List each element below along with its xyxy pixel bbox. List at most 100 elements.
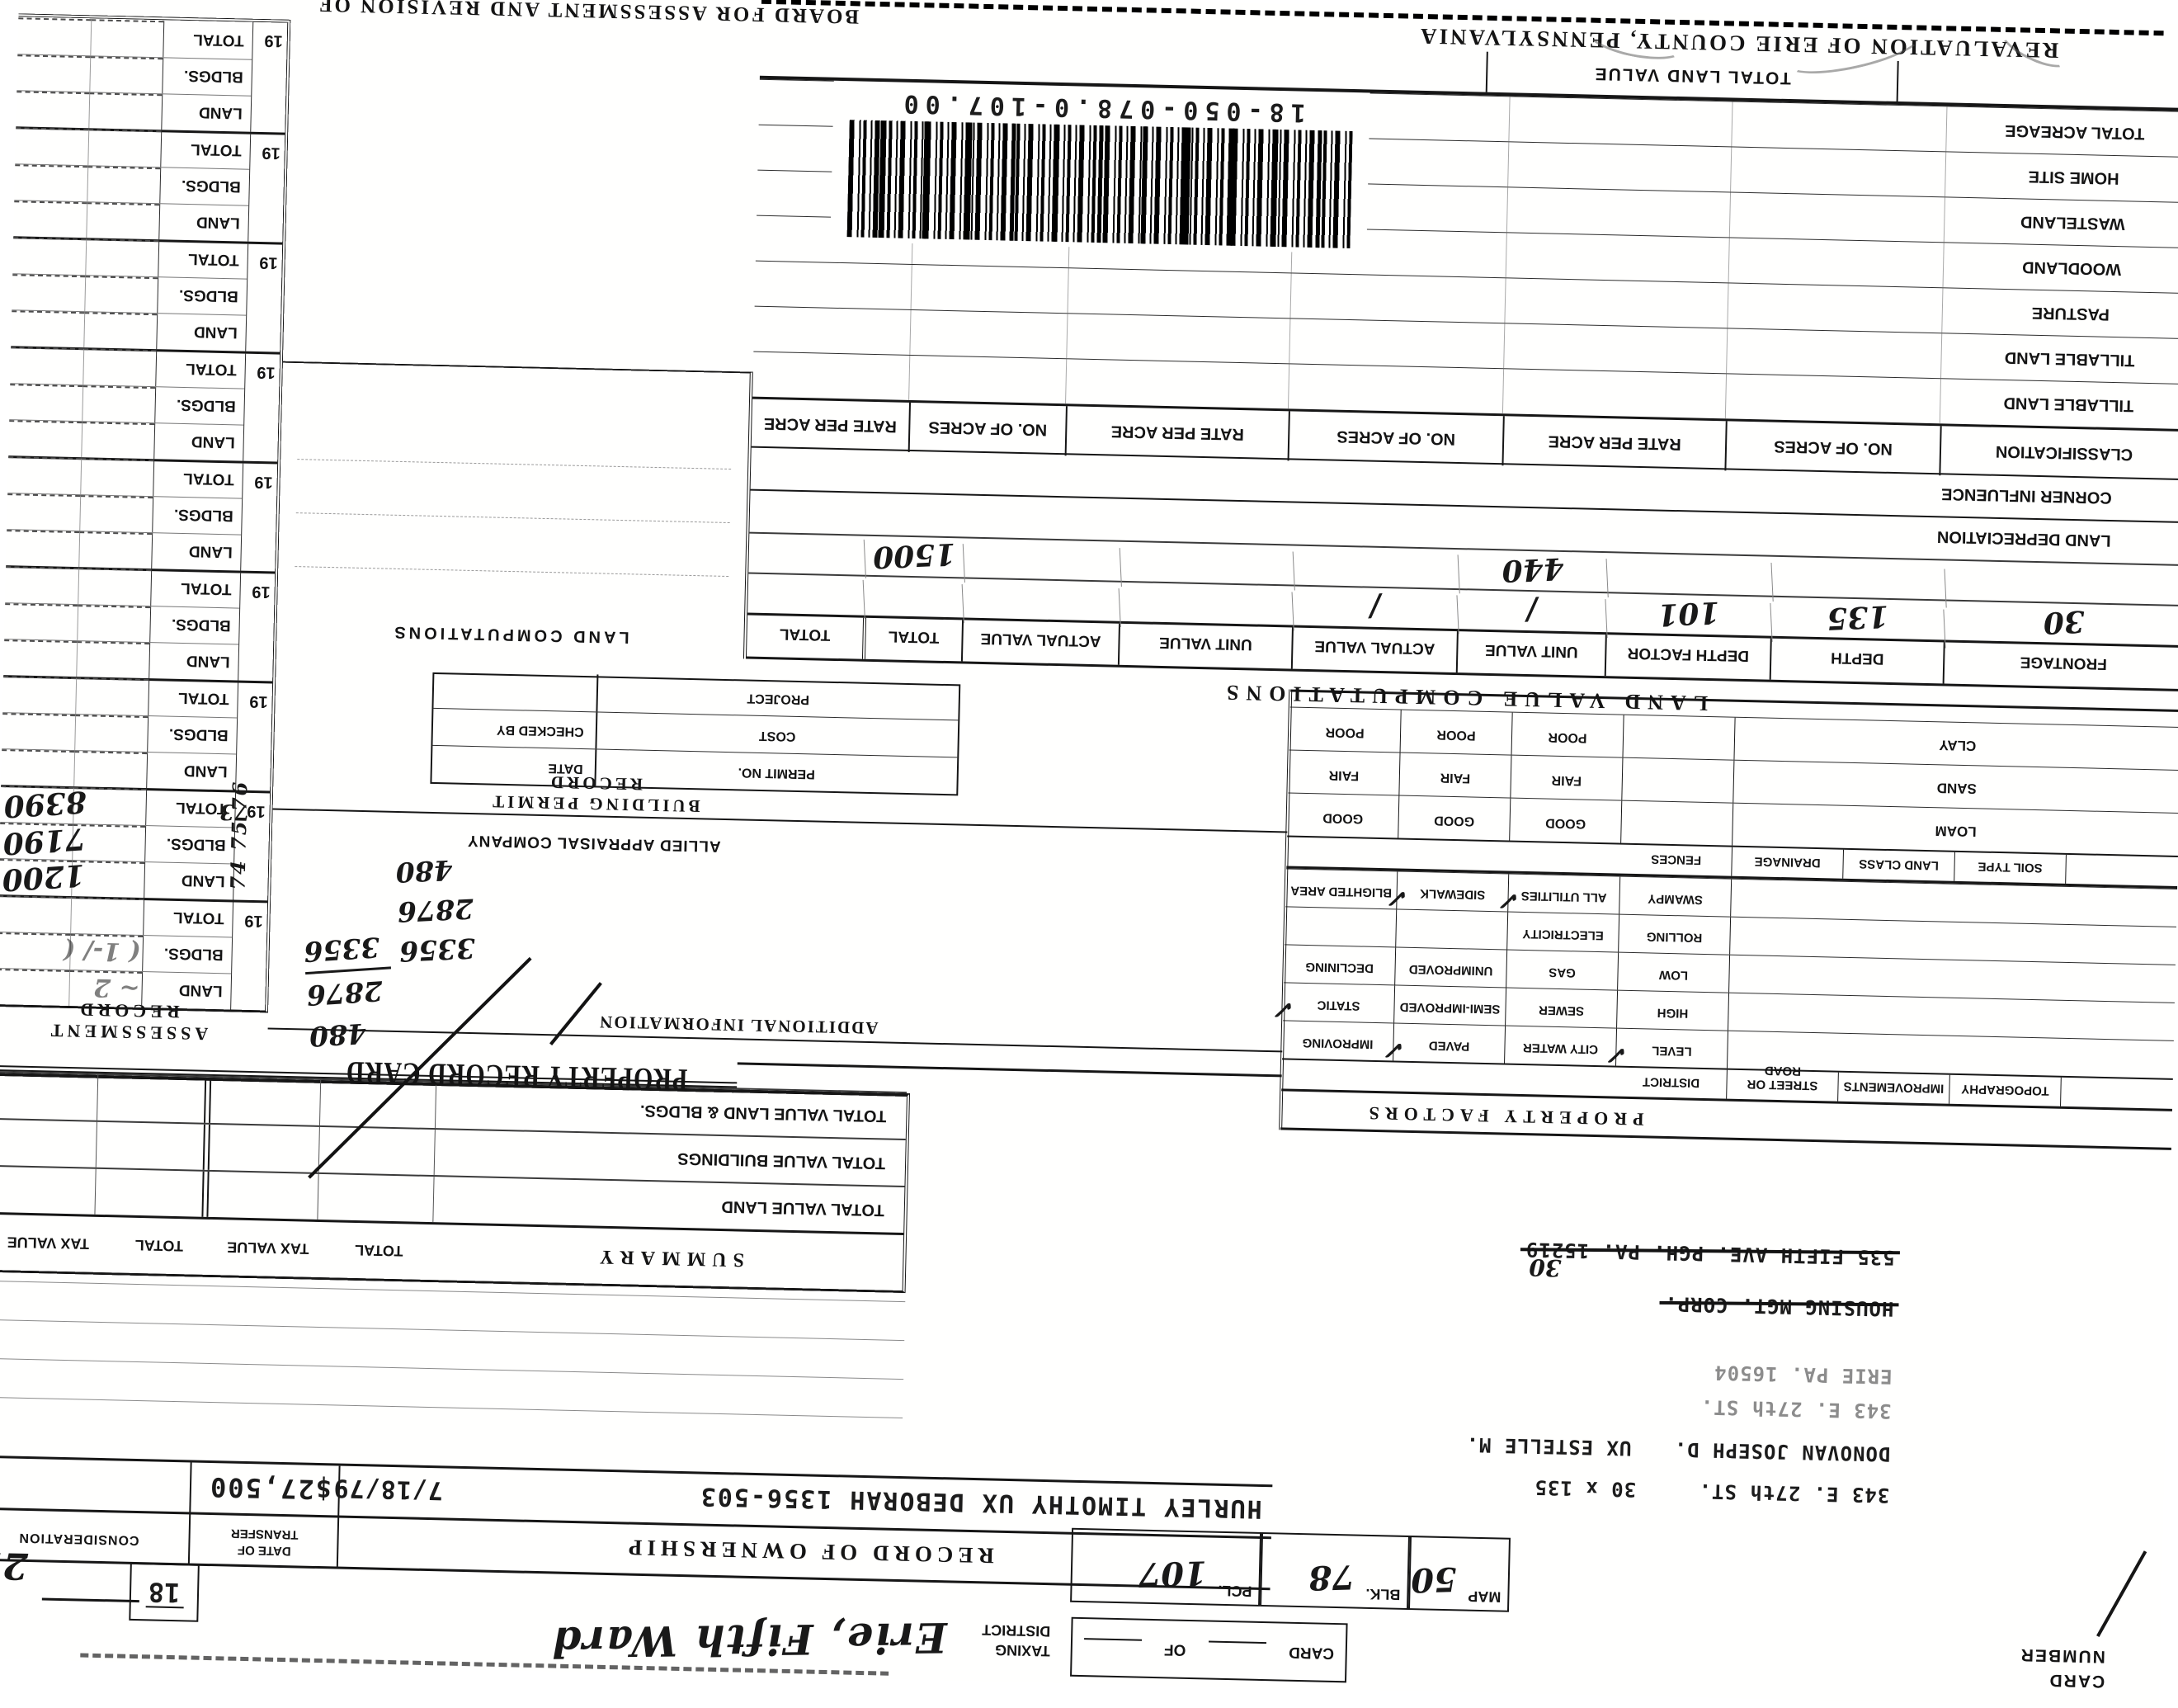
bldgs-label: BLDGS. xyxy=(154,387,245,425)
soil-column-header: FENCES xyxy=(1620,844,1733,876)
assessment-row-land: LAND 1200 xyxy=(0,857,234,900)
assessment-year-cell: 19 xyxy=(230,902,268,1011)
assessment-year-cell: 19 xyxy=(250,21,288,133)
land-label: LAND xyxy=(151,533,242,571)
lvc-value xyxy=(962,536,1121,583)
land-value-area: 1200 xyxy=(0,857,145,899)
assessment-row-land: LAND xyxy=(3,639,239,681)
assessment-year-group: 19 LAND BLDGS. xyxy=(16,17,288,133)
soil-grade-cell: GOOD xyxy=(1287,793,1400,838)
total-value-area xyxy=(7,456,154,497)
soil-grade-cell: POOR xyxy=(1400,710,1513,755)
assessment-group-rows: LAND BLDGS. TOTAL xyxy=(16,17,253,132)
address-block: 343 E. 27th ST. 30 x 135 DONOVAN JOSEPH … xyxy=(1371,1238,1899,1507)
lvc-column-header: TOTAL xyxy=(779,625,831,644)
year-prefix: 19 xyxy=(259,253,278,272)
assessment-row-bldgs: BLDGS. xyxy=(4,602,240,644)
assessment-row-total: TOTAL xyxy=(15,127,251,169)
handwritten-sum-b: 480 2876 3356 xyxy=(302,925,397,1057)
assessment-group-rows: LAND BLDGS. TOTAL xyxy=(8,347,246,461)
assessment-record-table: 19 LAND ~ 2 BLDGS. ( xyxy=(0,13,291,1013)
year-prefix: 19 xyxy=(257,362,276,382)
owner-names: DONOVAN JOSEPH D. UX ESTELLE M. xyxy=(1465,1433,1890,1466)
lvc-value xyxy=(1770,554,1946,602)
assessment-row-total: TOTAL xyxy=(7,456,243,498)
improvements-cell: SEWER xyxy=(1506,988,1619,1028)
classification-row-label: WASTELAND xyxy=(2020,212,2125,234)
assessment-row-land: LAND xyxy=(11,309,247,352)
assessment-row-bldgs: BLDGS. xyxy=(9,383,245,425)
total-value-area xyxy=(5,566,152,606)
card-of-blank1 xyxy=(1208,1640,1267,1661)
total-value-area xyxy=(0,895,144,936)
land-value-handwritten: 1200 xyxy=(1,857,87,898)
classification-column-header: RATE PER ACRE xyxy=(763,413,898,436)
bldgs-label: BLDGS. xyxy=(144,826,235,864)
card-of-blank2 xyxy=(1083,1638,1142,1658)
street-cell: SIDEWALK xyxy=(1397,871,1510,912)
bldgs-value-area xyxy=(16,54,163,94)
lc-rule xyxy=(295,512,730,524)
bldgs-value-area xyxy=(9,384,156,423)
assessment-year-group: 19 73 74 75 76 LAND 1200 BLDGS. xyxy=(0,780,271,901)
assessment-year-group: 19 LAND BLDGS. xyxy=(3,565,276,682)
soil-grade-cell: POOR xyxy=(1511,712,1624,757)
land-computations-box: LAND COMPUTATIONS xyxy=(276,361,753,659)
soil-grade-cell: FAIR xyxy=(1288,750,1401,795)
topography-cell: SWAMPY xyxy=(1619,876,1732,917)
assessment-year-cell: 19 xyxy=(235,682,273,791)
assessment-row-bldgs: BLDGS. xyxy=(12,273,248,315)
struck-address-line2: 535 FIFTH AVE. PGH. PA. 15219 xyxy=(1525,1238,1896,1269)
blk-box: BLK. 78 xyxy=(1260,1531,1411,1611)
total-label: TOTAL xyxy=(148,679,238,718)
permit-label-right: DATE xyxy=(431,745,597,786)
assessment-group-rows: LAND BLDGS. TOTAL xyxy=(13,127,251,242)
lvc-column-header: ACTUAL VALUE xyxy=(960,620,1120,665)
bldgs-value-handwritten: 7190 xyxy=(2,821,87,861)
land-value-area xyxy=(8,420,155,460)
classification-column-header: NO. OF ACRES xyxy=(908,402,1066,456)
lvc-value: 1500 xyxy=(863,535,964,578)
land-value-area xyxy=(13,201,160,240)
factors-rows-soil: LOAM GOOD GOOD GOOD SAND FAIR FAIR FAIR … xyxy=(1287,706,2178,856)
bldgs-scribble: ( 1-/ ( xyxy=(63,935,142,966)
total-value-area xyxy=(2,676,149,716)
year-prefix: 19 xyxy=(249,691,268,711)
date-of-label: DATE OF xyxy=(237,1542,291,1559)
district-cell: STATIC xyxy=(1283,983,1396,1023)
land-scribble: ~ 2 xyxy=(92,972,141,1003)
district-code-box: 18 xyxy=(129,1562,200,1622)
heavy-rule xyxy=(737,1062,1282,1078)
bldgs-label: BLDGS. xyxy=(159,167,250,205)
lc-rule xyxy=(297,459,732,470)
card-of-label-card: CARD xyxy=(1288,1643,1335,1662)
lvc-column-header: FRONTAGE xyxy=(1942,642,2178,690)
assessment-year-cell: 19 xyxy=(248,134,285,243)
land-computations-title: LAND COMPUTATIONS xyxy=(391,622,629,647)
lvc-column-header: UNIT VALUE xyxy=(1117,623,1292,669)
summary-rows: TOTAL VALUE LAND TOTAL VALUE BUILDINGS TOT… xyxy=(0,1070,908,1234)
classification-row-label: TILLABLE LAND xyxy=(2003,394,2134,415)
struck-address-line1: HOUSING MGT. CORP. xyxy=(1664,1292,1894,1320)
bldgs-value-area: ( 1-/ ( xyxy=(0,932,144,971)
lvc-value xyxy=(1119,540,1294,587)
assessment-year-group: 19 LAND BLDGS. xyxy=(8,346,280,462)
land-label: LAND xyxy=(146,753,237,790)
classification-column-header: CLASSIFICATION xyxy=(1939,426,2178,482)
total-label: TOTAL xyxy=(155,350,246,389)
sum-b-value: 2876 xyxy=(305,974,384,1012)
bldgs-label: BLDGS. xyxy=(142,936,233,974)
lvc-column-header: UNIT VALUE xyxy=(1455,631,1605,677)
bldgs-value-area xyxy=(7,493,153,533)
summary-column-header: TOTAL xyxy=(134,1236,184,1255)
assessment-row-total: TOTAL xyxy=(10,347,246,389)
assessment-row-bldgs: BLDGS. xyxy=(16,54,252,96)
assessment-row-total: TOTAL xyxy=(2,676,238,718)
owner-spouse-text: UX ESTELLE M. xyxy=(1465,1432,1632,1460)
card-of-label-of: OF xyxy=(1163,1640,1186,1658)
card-number-line1: CARD xyxy=(2048,1670,2105,1691)
assessment-row-land: LAND ~ 2 xyxy=(0,968,232,1010)
land-label: LAND xyxy=(144,862,234,900)
district-code-value: 18 xyxy=(148,1576,181,1609)
property-factors-title: PROPERTY FACTORS xyxy=(1363,1102,1644,1130)
